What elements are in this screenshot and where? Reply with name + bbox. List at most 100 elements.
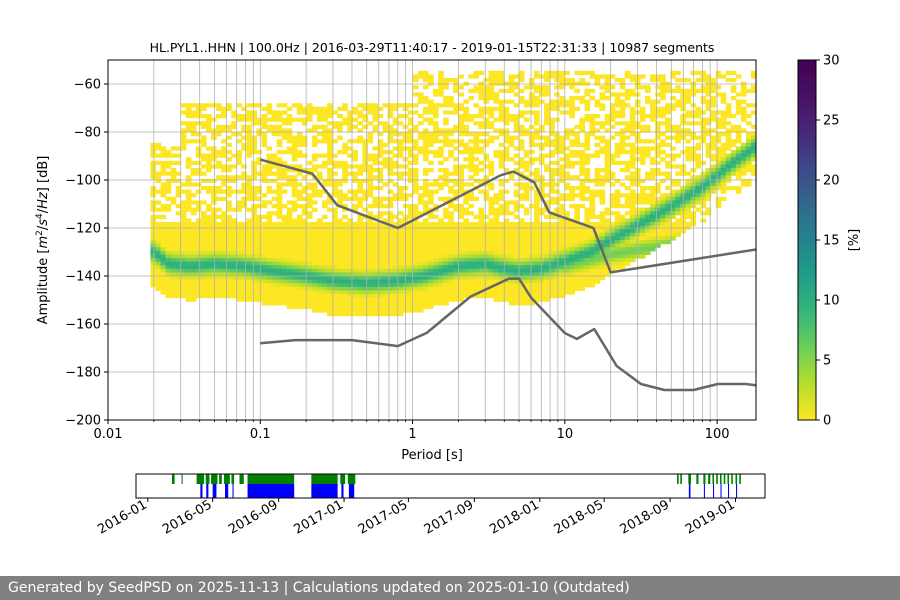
heatmap-cell <box>352 243 358 248</box>
heatmap-cell <box>392 258 399 263</box>
heatmap-cell <box>508 135 515 140</box>
heatmap-cell <box>427 193 434 198</box>
heatmap-cell <box>639 110 646 115</box>
heatmap-cell <box>584 218 591 223</box>
heatmap-cell <box>544 70 550 75</box>
heatmap-cell <box>397 304 404 309</box>
heatmap-cell <box>170 243 177 248</box>
heatmap-cell <box>675 78 681 83</box>
heatmap-cell <box>246 135 252 140</box>
heatmap-cell <box>347 236 353 241</box>
heatmap-cell <box>271 279 278 284</box>
heatmap-cell <box>549 139 555 144</box>
heatmap-cell <box>271 132 278 137</box>
heatmap-cell <box>271 294 278 299</box>
heatmap-cell <box>327 132 333 137</box>
heatmap-cell <box>367 247 374 252</box>
heatmap-cell <box>564 229 570 234</box>
heatmap-cell <box>241 247 247 252</box>
heatmap-cell <box>276 157 283 162</box>
heatmap-cell <box>291 279 298 284</box>
heatmap-cell <box>185 121 192 126</box>
heatmap-cell <box>468 283 475 288</box>
heatmap-cell <box>453 204 459 209</box>
heatmap-cell <box>564 196 570 201</box>
heatmap-cell <box>316 294 323 299</box>
heatmap-cell <box>589 193 596 198</box>
heatmap-cell <box>619 265 626 270</box>
heatmap-cell <box>236 204 242 209</box>
heatmap-cell <box>377 229 384 234</box>
heatmap-cell <box>231 110 237 115</box>
heatmap-cell <box>639 247 646 252</box>
heatmap-cell <box>745 139 752 144</box>
heatmap-cell <box>624 186 631 191</box>
heatmap-cell <box>458 114 464 119</box>
heatmap-cell <box>584 106 591 111</box>
heatmap-cell <box>458 132 464 137</box>
heatmap-cell <box>715 74 722 79</box>
heatmap-cell <box>236 153 242 158</box>
heatmap-cell <box>523 236 530 241</box>
heatmap-cell <box>190 171 197 176</box>
heatmap-cell <box>347 268 353 273</box>
availability-bar-blue <box>348 484 355 498</box>
heatmap-cell <box>407 160 414 165</box>
heatmap-cell <box>392 294 399 299</box>
heatmap-cell <box>362 304 369 309</box>
heatmap-cell <box>549 240 555 245</box>
heatmap-cell <box>443 211 449 216</box>
heatmap-cell <box>291 218 298 223</box>
heatmap-cell <box>261 276 268 281</box>
heatmap-cell <box>544 283 550 288</box>
heatmap-cell <box>655 207 661 212</box>
heatmap-cell <box>226 294 232 299</box>
heatmap-cell <box>604 114 611 119</box>
heatmap-cell <box>422 99 429 104</box>
heatmap-cell <box>271 229 278 234</box>
heatmap-cell <box>412 294 419 299</box>
heatmap-cell <box>246 175 252 180</box>
heatmap-cell <box>256 297 263 302</box>
heatmap-cell <box>422 142 429 147</box>
heatmap-cell <box>362 294 369 299</box>
heatmap-cell <box>185 243 192 248</box>
heatmap-cell <box>604 268 611 273</box>
heatmap-cell <box>650 157 656 162</box>
heatmap-cell <box>291 258 298 263</box>
heatmap-cell <box>503 250 510 255</box>
heatmap-cell <box>226 135 232 140</box>
x-axis: 0.01 0.1 1 10 100 <box>94 420 730 442</box>
heatmap-cell <box>251 229 258 234</box>
heatmap-cell <box>155 272 162 277</box>
heatmap-cell <box>579 128 586 133</box>
heatmap-cell <box>185 232 192 237</box>
heatmap-cell <box>579 70 586 75</box>
heatmap-cell <box>392 308 399 313</box>
heatmap-cell <box>205 146 212 151</box>
heatmap-cell <box>397 171 404 176</box>
heatmap-cell <box>322 286 328 291</box>
heatmap-cell <box>347 247 353 252</box>
heatmap-cell <box>422 254 429 259</box>
heatmap-cell <box>180 254 187 259</box>
heatmap-cell <box>327 222 333 227</box>
heatmap-cell <box>493 211 500 216</box>
heatmap-cell <box>650 117 656 122</box>
y-tick-label: −80 <box>74 126 101 141</box>
heatmap-cell <box>594 99 601 104</box>
heatmap-cell <box>453 294 459 299</box>
heatmap-cell <box>599 265 606 270</box>
heatmap-cell <box>498 189 505 194</box>
heatmap-cell <box>619 193 626 198</box>
heatmap-cell <box>569 99 575 104</box>
heatmap-cell <box>337 196 343 201</box>
heatmap-cell <box>407 232 414 237</box>
heatmap-cell <box>392 146 399 151</box>
heatmap-cell <box>473 276 480 281</box>
heatmap-cell <box>599 135 606 140</box>
heatmap-cell <box>584 146 591 151</box>
heatmap-cell <box>382 268 389 273</box>
heatmap-cell <box>559 286 565 291</box>
